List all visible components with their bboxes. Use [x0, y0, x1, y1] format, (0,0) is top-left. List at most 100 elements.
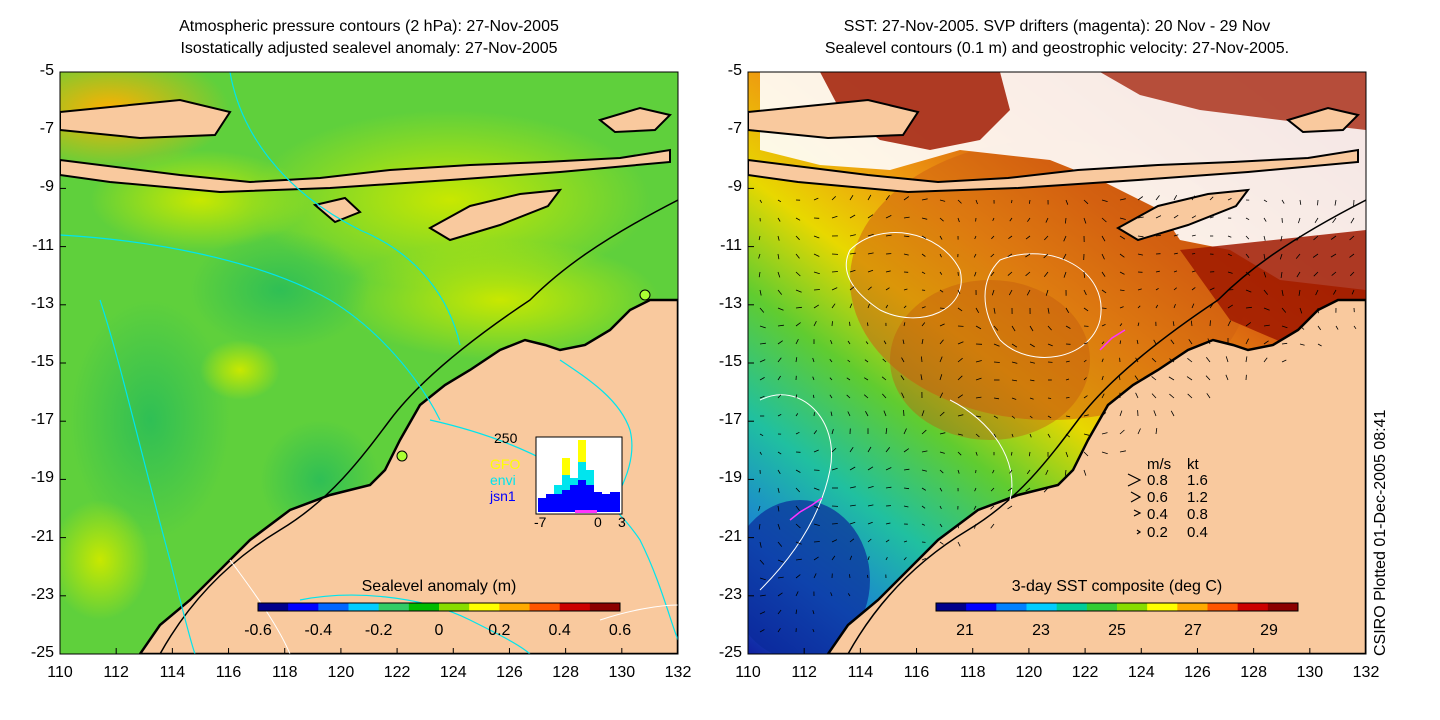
velocity-arrow	[1007, 505, 1013, 510]
colorbar-swatch	[1237, 603, 1269, 611]
velocity-arrow	[1173, 234, 1179, 237]
lon-tick-label: 110	[735, 664, 761, 681]
velocity-arrow	[1169, 393, 1175, 399]
velocity-arrow	[1173, 287, 1177, 291]
velocity-arrow	[921, 198, 928, 201]
velocity-arrow	[1205, 375, 1211, 381]
velocity-arrow	[759, 594, 766, 597]
velocity-arrow	[1011, 451, 1013, 456]
velocity-legend-header-kt: kt	[1187, 456, 1199, 473]
colorbar-swatch	[1177, 603, 1208, 611]
velocity-arrow	[1083, 395, 1088, 399]
velocity-arrow	[813, 271, 820, 275]
velocity-arrow	[777, 609, 782, 615]
velocity-arrow	[1101, 393, 1105, 399]
colorbar-swatch	[439, 603, 470, 611]
velocity-arrow	[777, 414, 782, 417]
lon-tick-label: 110	[47, 664, 73, 681]
velocity-arrow	[777, 199, 782, 203]
velocity-arrow	[921, 487, 927, 491]
velocity-arrow	[795, 574, 801, 579]
velocity-arrow	[921, 217, 928, 220]
velocity-arrow	[1101, 375, 1104, 381]
velocity-arrow	[939, 374, 943, 381]
velocity-arrow	[974, 523, 977, 529]
velocity-arrow	[759, 395, 765, 399]
velocity-arrow	[920, 374, 923, 381]
velocity-arrow	[867, 486, 874, 489]
velocity-arrow	[1064, 469, 1067, 476]
velocity-arrow	[758, 271, 761, 278]
velocity-arrow	[1187, 393, 1193, 399]
velocity-arrow	[849, 214, 856, 219]
velocity-arrow	[777, 357, 782, 363]
lon-tick-label: 124	[1127, 664, 1155, 681]
velocity-arrow	[846, 377, 851, 381]
inset-xtick-m7: -7	[534, 514, 547, 530]
velocity-arrow	[1280, 271, 1283, 278]
colorbar-swatch	[318, 603, 349, 611]
velocity-arrow	[1191, 215, 1197, 219]
velocity-arrow	[759, 451, 762, 455]
velocity-arrow	[1350, 217, 1355, 224]
velocity-arrow	[939, 199, 946, 202]
velocity-arrow	[813, 430, 818, 435]
velocity-arrow	[777, 271, 781, 278]
velocity-arrow	[1065, 360, 1070, 363]
colorbar-tick-label: 29	[1260, 622, 1278, 639]
velocity-arrow	[847, 359, 851, 363]
velocity-arrow	[921, 322, 926, 327]
velocity-arrow	[939, 307, 945, 309]
velocity-arrow	[759, 559, 765, 565]
velocity-arrow	[1065, 378, 1070, 381]
velocity-arrow	[1155, 304, 1159, 309]
velocity-arrow	[849, 446, 854, 453]
velocity-arrow	[777, 394, 782, 399]
lon-tick-label: 128	[552, 664, 579, 681]
velocity-arrow	[1225, 356, 1229, 363]
velocity-legend-kt-2: 1.2	[1187, 489, 1208, 506]
velocity-arrow	[1296, 235, 1301, 241]
velocity-arrow	[1279, 253, 1283, 260]
lat-tick-label: -13	[718, 294, 742, 312]
velocity-arrow	[881, 376, 887, 381]
left-title-line2: Isostatically adjusted sealevel anomaly:…	[180, 40, 558, 57]
right-colorbar-frame	[935, 602, 1299, 612]
velocity-arrow	[867, 286, 872, 291]
velocity-arrow	[1186, 376, 1193, 381]
velocity-arrow	[864, 359, 869, 363]
velocity-arrow	[885, 215, 892, 219]
velocity-arrow	[1281, 199, 1285, 204]
velocity-arrow	[1299, 199, 1302, 205]
colorbar-swatch	[1026, 603, 1058, 611]
velocity-arrow	[975, 415, 982, 418]
velocity-arrow	[1118, 375, 1121, 381]
velocity-legend-ms-4: 0.2	[1147, 524, 1168, 541]
velocity-arrow	[975, 451, 978, 456]
velocity-arrow	[1011, 397, 1017, 400]
velocity-arrow	[1350, 271, 1355, 277]
velocity-arrow	[1245, 338, 1249, 345]
velocity-arrow	[1191, 270, 1196, 273]
lon-tick-label: 112	[103, 664, 129, 681]
lat-tick-label: -23	[30, 585, 54, 603]
velocity-arrow	[1101, 432, 1108, 435]
velocity-legend-arrows	[1127, 473, 1142, 535]
velocity-arrow	[1334, 199, 1337, 206]
velocity-arrow	[1173, 195, 1178, 201]
velocity-arrow	[831, 321, 833, 327]
lat-tick-label: -11	[32, 236, 54, 254]
velocity-arrow	[1330, 235, 1337, 240]
velocity-arrow	[1281, 325, 1288, 329]
velocity-arrow	[1173, 214, 1179, 219]
velocity-arrow	[1011, 415, 1016, 419]
velocity-arrow	[885, 522, 891, 525]
velocity-arrow	[849, 194, 854, 201]
velocity-arrow	[975, 199, 978, 205]
velocity-arrow	[1083, 469, 1087, 476]
colorbar-tick-label: -0.2	[364, 622, 393, 639]
velocity-arrow	[1008, 289, 1013, 296]
velocity-arrow	[867, 252, 874, 255]
lat-tick-label: -15	[30, 353, 54, 370]
velocity-arrow	[1295, 253, 1301, 259]
